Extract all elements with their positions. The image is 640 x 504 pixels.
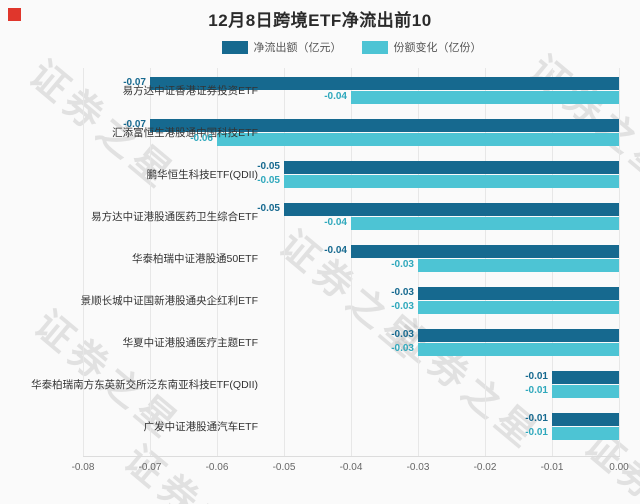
netflow-value-label: -0.07 bbox=[123, 119, 146, 130]
netflow-bar bbox=[418, 287, 619, 300]
netflow-value-label: -0.03 bbox=[391, 287, 414, 298]
netflow-value-label: -0.05 bbox=[257, 203, 280, 214]
legend-label-netflow: 净流出额（亿元） bbox=[253, 42, 342, 54]
x-tick-label: -0.07 bbox=[138, 462, 162, 473]
share-change-value-label: -0.06 bbox=[190, 133, 213, 144]
netflow-bar bbox=[150, 119, 619, 132]
share-change-bar bbox=[552, 427, 619, 440]
share-change-bar bbox=[418, 259, 619, 272]
netflow-bar bbox=[150, 77, 619, 90]
gridline bbox=[619, 68, 620, 456]
legend-swatch-netflow bbox=[221, 40, 248, 54]
share-change-value-label: -0.03 bbox=[391, 343, 414, 354]
share-change-value-label: -0.03 bbox=[391, 259, 414, 270]
share-change-bar bbox=[217, 133, 619, 146]
netflow-value-label: -0.05 bbox=[257, 161, 280, 172]
netflow-value-label: -0.01 bbox=[525, 413, 548, 424]
share-change-bar bbox=[418, 301, 619, 314]
share-change-bar bbox=[552, 385, 619, 398]
gridline bbox=[217, 68, 218, 456]
gridline bbox=[150, 68, 151, 456]
netflow-bar bbox=[351, 245, 619, 258]
x-tick-label: -0.03 bbox=[406, 462, 430, 473]
category-label: 华夏中证港股通医疗主题ETF bbox=[122, 337, 258, 349]
netflow-bar bbox=[418, 329, 619, 342]
page-title: 12月8日跨境ETF净流出前10 bbox=[208, 11, 432, 30]
x-tick-label: -0.08 bbox=[71, 462, 95, 473]
netflow-bar bbox=[284, 203, 619, 216]
netflow-bar bbox=[552, 413, 619, 426]
share-change-value-label: -0.04 bbox=[324, 217, 347, 228]
netflow-value-label: -0.03 bbox=[391, 329, 414, 340]
category-label: 汇添富恒生港股通中国科技ETF bbox=[112, 127, 258, 139]
gridline bbox=[284, 68, 285, 456]
netflow-value-label: -0.04 bbox=[324, 245, 347, 256]
share-change-bar bbox=[418, 343, 619, 356]
x-tick-label: 0.00 bbox=[609, 462, 629, 473]
share-change-value-label: -0.01 bbox=[525, 427, 548, 438]
share-change-value-label: -0.01 bbox=[525, 385, 548, 396]
category-label: 易方达中证港股通医药卫生综合ETF bbox=[91, 211, 258, 223]
netflow-value-label: -0.01 bbox=[525, 371, 548, 382]
share-change-value-label: -0.04 bbox=[324, 91, 347, 102]
x-tick-label: -0.02 bbox=[473, 462, 497, 473]
chart-legend: 净流出额（亿元） 份额变化（亿份） bbox=[83, 39, 620, 55]
netflow-bar bbox=[284, 161, 619, 174]
share-change-bar bbox=[351, 91, 619, 104]
category-label: 广发中证港股通汽车ETF bbox=[143, 421, 258, 433]
gridline bbox=[351, 68, 352, 456]
x-tick-label: -0.06 bbox=[205, 462, 229, 473]
legend-item-share-change: 份额变化（亿份） bbox=[361, 39, 482, 55]
share-change-bar bbox=[284, 175, 619, 188]
category-label: 景顺长城中证国新港股通央企红利ETF bbox=[80, 295, 258, 307]
x-axis-line bbox=[83, 456, 620, 457]
share-change-value-label: -0.03 bbox=[391, 301, 414, 312]
x-tick-label: -0.01 bbox=[540, 462, 564, 473]
share-change-bar bbox=[351, 217, 619, 230]
x-tick-label: -0.05 bbox=[272, 462, 296, 473]
category-label: 易方达中证香港证券投资ETF bbox=[122, 85, 258, 97]
gridline bbox=[83, 68, 84, 456]
category-label: 华泰柏瑞南方东英新交所泛东南亚科技ETF(QDII) bbox=[31, 379, 258, 391]
netflow-bar bbox=[552, 371, 619, 384]
legend-label-share-change: 份额变化（亿份） bbox=[393, 42, 482, 54]
category-label: 鹏华恒生科技ETF(QDII) bbox=[146, 169, 258, 181]
category-label: 华泰柏瑞中证港股通50ETF bbox=[131, 253, 258, 265]
legend-swatch-share-change bbox=[361, 40, 388, 54]
share-change-value-label: -0.05 bbox=[257, 175, 280, 186]
legend-item-netflow: 净流出额（亿元） bbox=[221, 39, 342, 55]
netflow-value-label: -0.07 bbox=[123, 77, 146, 88]
stockstar-logo-mark bbox=[8, 8, 21, 21]
x-tick-label: -0.04 bbox=[339, 462, 363, 473]
